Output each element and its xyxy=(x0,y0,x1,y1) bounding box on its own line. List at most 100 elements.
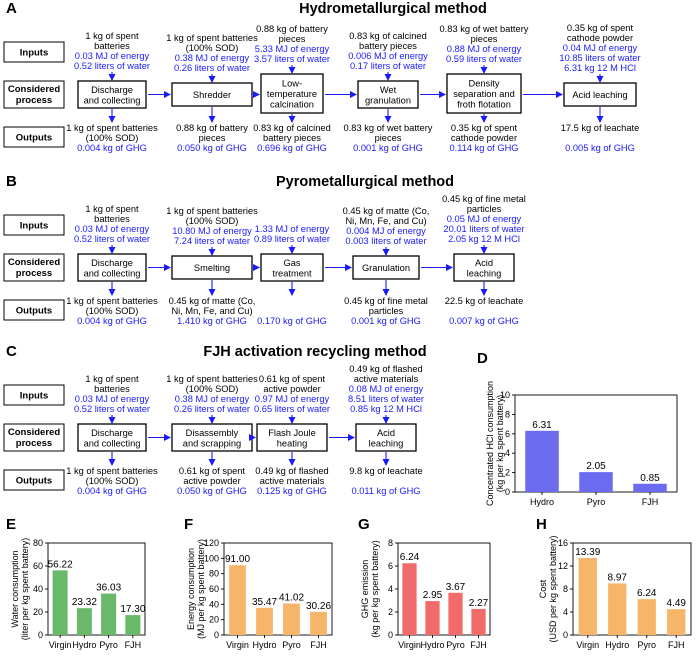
bar-hydro xyxy=(256,607,273,635)
bar-value-label: 13.39 xyxy=(575,547,600,558)
x-tick-label: FJH xyxy=(642,497,659,507)
input-material: 1 kg of spent xyxy=(85,374,139,384)
bar-value-label: 23.32 xyxy=(72,597,97,608)
x-tick-label: FJH xyxy=(125,640,142,650)
bar-value-label: 17.30 xyxy=(120,604,145,615)
bar-virgin xyxy=(578,558,597,635)
output-material: 0.45 kg of fine metal xyxy=(344,296,428,306)
y-tick-label: 80 xyxy=(33,538,43,548)
output-material: 0.83 kg of calcined xyxy=(253,123,331,133)
y-tick-label: 40 xyxy=(33,584,43,594)
input-material: 1 kg of spent xyxy=(85,31,139,41)
process-label: Considered xyxy=(8,257,60,268)
process-name: and collecting xyxy=(84,438,141,448)
output-material: 9.8 kg of leachate xyxy=(349,466,422,476)
input-material: 0.45 kg of fine metal xyxy=(442,194,526,204)
panel-letter: C xyxy=(6,343,17,360)
bar-pyro xyxy=(101,593,117,635)
process-box xyxy=(260,253,324,282)
section-c: C FJH activation recycling method Inputs Co… xyxy=(3,343,427,496)
output-material: 0.88 kg of battery xyxy=(176,123,248,133)
input-resource: 8.51 liters of water xyxy=(348,394,424,404)
chart-g: G 0 2 4 6 8 6.24 Virgin 2.95 Hydro 3.67 Pyro 2.27 FJH… xyxy=(358,516,491,650)
input-resource: 0.97 MJ of energy xyxy=(255,394,330,404)
process-name: Acid xyxy=(377,428,395,438)
input-material: pieces xyxy=(471,34,498,44)
output-ghg: 0.001 kg of GHG xyxy=(351,316,421,326)
bar-fjh xyxy=(667,609,686,635)
process-label: process xyxy=(16,95,52,106)
output-material: particles xyxy=(369,306,404,316)
y-tick-label: 6 xyxy=(388,561,393,571)
output-ghg: 0.004 kg of GHG xyxy=(77,486,147,496)
output-material: pieces xyxy=(375,133,402,143)
y-tick-label: 2 xyxy=(388,607,393,617)
y-axis-label: (kg per kg spent battery) xyxy=(495,395,505,493)
bar-virgin xyxy=(229,565,246,635)
y-tick-label: 60 xyxy=(209,584,219,594)
section-title: Pyrometallurgical method xyxy=(276,174,454,190)
output-material: 0.35 kg of spent xyxy=(451,123,518,133)
x-tick-label: Virgin xyxy=(398,640,421,650)
bar-value-label: 0.85 xyxy=(640,473,660,484)
bar-value-label: 35.47 xyxy=(252,597,277,608)
process-name: Gas xyxy=(283,258,300,268)
chart-h: H 0 4 8 12 16 13.39 Virgin 8.97 Hydro 6.24 Pyro 4.49… xyxy=(536,516,692,650)
inputs-label: Inputs xyxy=(20,391,49,402)
output-material: 22.5 kg of leachate xyxy=(445,296,524,306)
bar-fjh xyxy=(125,615,141,635)
y-tick-label: 60 xyxy=(33,561,43,571)
output-material: (100% SOD) xyxy=(86,476,139,486)
process-name: treatment xyxy=(272,268,312,278)
process-label: process xyxy=(16,438,52,449)
process-name: Shredder xyxy=(193,90,231,100)
output-ghg: 0.007 kg of GHG xyxy=(449,316,519,326)
chart-d: D 0 2 4 6 8 10 6.31 Hydro 2.05 Pyro 0.85 FJH Concentr… xyxy=(477,350,678,507)
process-step: Smelting 1 kg of spent batteries(100% SOD… xyxy=(166,206,260,326)
bar-value-label: 8.97 xyxy=(608,572,628,583)
input-material: 0.83 kg of wet battery xyxy=(440,24,529,34)
input-resource: 0.89 liters of water xyxy=(254,234,330,244)
output-material: 0.49 kg of flashed xyxy=(255,466,328,476)
output-ghg: 1.410 kg of GHG xyxy=(177,316,247,326)
process-box xyxy=(171,423,253,452)
output-ghg: 0.050 kg of GHG xyxy=(177,143,247,153)
process-box xyxy=(260,73,324,114)
process-name: temperature xyxy=(267,89,317,99)
flow-diagrams: A Hydrometallurgical method Inputs Consider… xyxy=(3,0,641,496)
input-material: active powder xyxy=(263,384,320,394)
y-tick-label: 0 xyxy=(214,630,219,640)
y-tick-label: 120 xyxy=(204,538,219,548)
input-material: batteries xyxy=(94,41,130,51)
process-name: granulation xyxy=(365,95,411,105)
input-material: (100% SOD) xyxy=(186,216,239,226)
section-a: A Hydrometallurgical method Inputs Consider… xyxy=(3,0,641,153)
output-material: 17.5 kg of leachate xyxy=(561,123,640,133)
process-name: leaching xyxy=(467,268,502,278)
process-name: Density xyxy=(468,79,499,89)
y-tick-label: 4 xyxy=(505,448,510,458)
section-title: FJH activation recycling method xyxy=(203,344,426,360)
bar-virgin xyxy=(402,563,417,635)
process-name: leaching xyxy=(369,438,404,448)
bar-value-label: 56.22 xyxy=(48,559,73,570)
output-material: cathode powder xyxy=(451,133,517,143)
output-material: (100% SOD) xyxy=(86,133,139,143)
bar-pyro xyxy=(637,599,656,635)
y-axis-label: (MJ per kg spent battery) xyxy=(196,539,206,639)
bar-value-label: 2.27 xyxy=(469,598,489,609)
output-ghg: 0.114 kg of GHG xyxy=(449,143,518,153)
panel-letter: H xyxy=(536,516,547,533)
input-resource: 0.52 liters of water xyxy=(74,61,150,71)
inputs-row-label xyxy=(3,214,65,236)
y-tick-label: 4 xyxy=(388,584,393,594)
input-resource: 20.01 liters of water xyxy=(443,224,524,234)
input-material: 0.61 kg of spent xyxy=(259,374,326,384)
input-material: pieces xyxy=(279,34,306,44)
process-box xyxy=(77,80,147,109)
output-material: pieces xyxy=(199,133,226,143)
output-ghg: 0.696 kg of GHG xyxy=(257,143,327,153)
